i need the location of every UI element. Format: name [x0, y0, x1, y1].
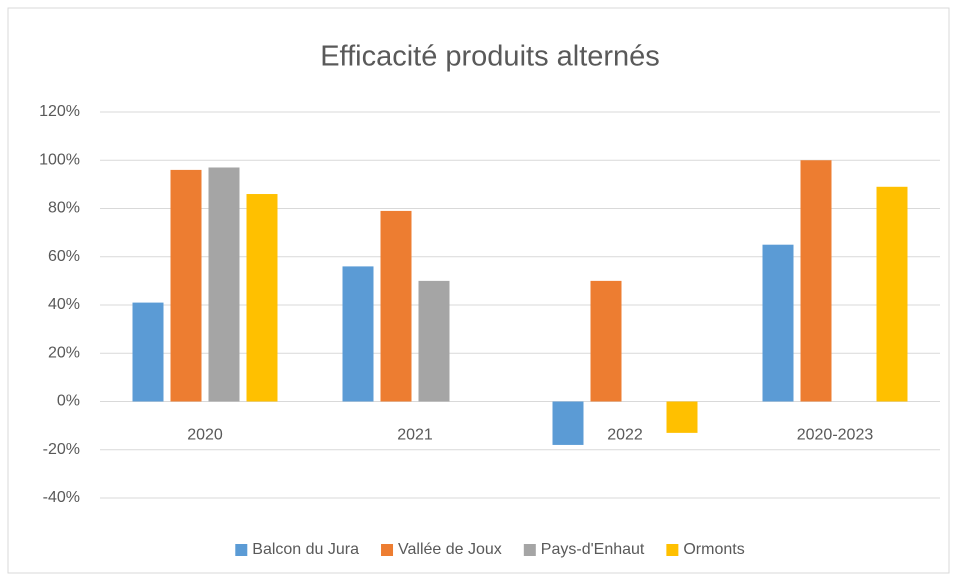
- x-tick-label: 2021: [397, 427, 433, 444]
- bar: [380, 210, 412, 402]
- bar: [876, 186, 908, 402]
- legend-swatch: [381, 544, 394, 556]
- legend-swatch: [523, 544, 536, 556]
- bar: [590, 280, 622, 402]
- bar: [246, 194, 278, 402]
- bar: [342, 266, 374, 402]
- y-tick-label: 120%: [39, 103, 80, 120]
- legend-swatch: [666, 544, 679, 556]
- bar: [132, 302, 164, 402]
- y-tick-label: 60%: [48, 248, 80, 265]
- legend-label: Ormonts: [683, 541, 744, 558]
- y-tick-label: -40%: [43, 489, 80, 506]
- bar: [666, 401, 698, 433]
- legend-label: Balcon du Jura: [252, 541, 359, 558]
- x-tick-label: 2020-2023: [797, 427, 874, 444]
- y-tick-label: 80%: [48, 200, 80, 217]
- y-tick-label: 0%: [57, 393, 80, 410]
- bar: [762, 244, 794, 402]
- legend-label: Pays-d'Enhaut: [541, 541, 645, 558]
- legend-swatch: [235, 544, 248, 556]
- bar: [208, 167, 240, 402]
- chart-title: Efficacité produits alternés: [320, 41, 660, 73]
- y-tick-label: 20%: [48, 344, 80, 361]
- bar: [418, 280, 450, 402]
- legend-label: Vallée de Joux: [398, 541, 502, 558]
- y-tick-label: 100%: [39, 151, 80, 168]
- y-tick-label: -20%: [43, 441, 80, 458]
- y-tick-label: 40%: [48, 296, 80, 313]
- bar: [552, 401, 584, 445]
- bar: [170, 169, 202, 402]
- x-tick-label: 2020: [187, 427, 223, 444]
- x-tick-label: 2022: [607, 427, 643, 444]
- bar: [800, 160, 832, 402]
